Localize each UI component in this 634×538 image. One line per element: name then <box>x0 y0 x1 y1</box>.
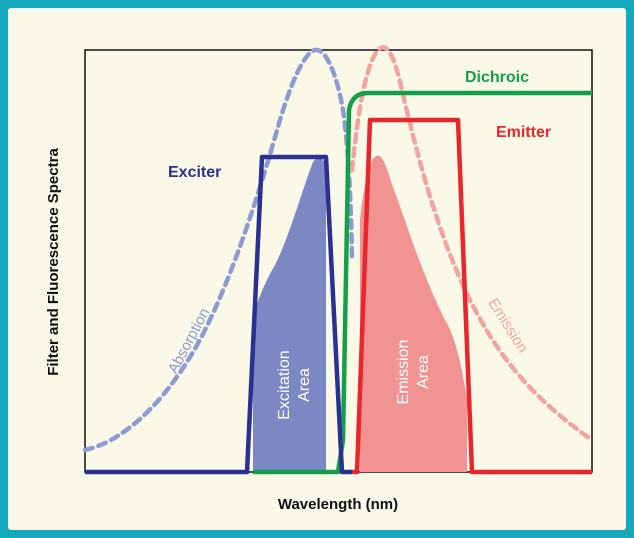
exciter-curve <box>85 154 352 475</box>
absorption-curve <box>82 47 355 453</box>
excitation-area-label-line1: Excitation <box>276 350 293 419</box>
dichroic-curve <box>253 90 592 475</box>
emission-curve <box>349 45 595 443</box>
emitter-label: Emitter <box>496 124 551 141</box>
dichroic-label: Dichroic <box>465 69 529 86</box>
excitation-area <box>253 157 326 473</box>
emission-area <box>360 155 467 472</box>
excitation-area-label-line2: Area <box>296 368 313 402</box>
y-axis-label: Filter and Fluorescence Spectra <box>45 148 62 376</box>
absorption-label: Absorption <box>165 305 214 376</box>
emission-area-label-line2: Area <box>415 355 432 389</box>
emission-label: Emission <box>484 295 531 356</box>
emitter-curve <box>352 117 592 475</box>
emission-area-label-line1: Emission <box>395 340 412 405</box>
exciter-label: Exciter <box>168 164 221 181</box>
x-axis-label: Wavelength (nm) <box>278 496 398 513</box>
